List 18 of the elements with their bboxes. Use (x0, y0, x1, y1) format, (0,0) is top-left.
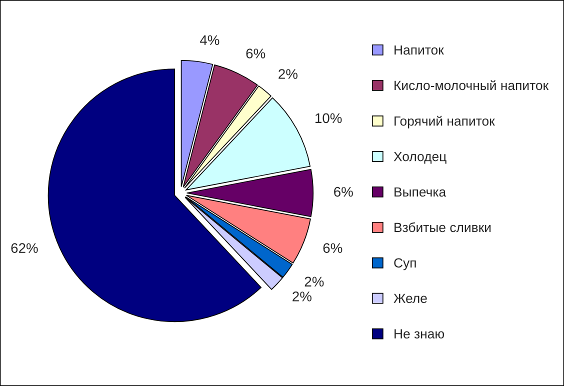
legend-label: Суп (394, 258, 416, 270)
data-label: 2% (292, 292, 312, 302)
data-label: 2% (278, 69, 298, 79)
legend-label: Выпечка (394, 187, 446, 197)
data-label: 4% (200, 35, 220, 46)
legend-label: Напиток (394, 45, 444, 55)
legend-label: Не знаю (394, 329, 444, 338)
data-label: 2% (304, 276, 324, 287)
data-label: 10% (315, 113, 342, 124)
legend-label: Желе (394, 294, 427, 304)
data-label: 6% (246, 48, 266, 58)
legend-label: Взбитые сливки (394, 222, 491, 232)
legend-label: Холодец (394, 152, 446, 164)
legend-label: Горячий напиток (394, 116, 495, 128)
data-label: 6% (323, 243, 342, 253)
data-label: 62% (11, 243, 38, 253)
legend-label: Кисло-молочный напиток (394, 80, 549, 90)
data-label: 6% (334, 186, 353, 197)
